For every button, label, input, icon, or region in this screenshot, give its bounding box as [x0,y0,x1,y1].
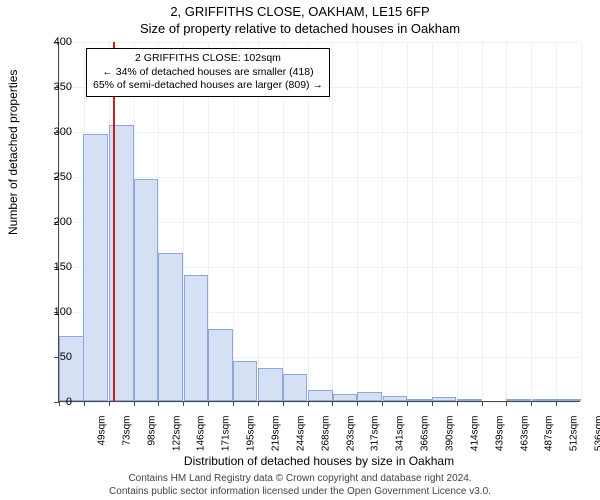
xtick-label: 536sqm [594,416,600,464]
xtick-mark [531,401,532,406]
histogram-bar [283,374,308,401]
histogram-bar [532,399,557,401]
histogram-bar [556,399,581,401]
histogram-bar [184,275,209,401]
xtick-label: 414sqm [469,416,480,464]
xtick-mark [258,401,259,406]
callout-box: 2 GRIFFITHS CLOSE: 102sqm ← 34% of detac… [86,48,330,97]
ytick-label: 250 [42,171,72,183]
ytick-label: 350 [42,81,72,93]
gridline-v [581,42,582,401]
histogram-bar [383,396,408,401]
footer-line2: Contains public sector information licen… [0,486,600,499]
callout-line1: 2 GRIFFITHS CLOSE: 102sqm [93,52,323,66]
histogram-bar [407,399,432,401]
xtick-label: 268sqm [320,416,331,464]
ytick-label: 400 [42,36,72,48]
gridline-h [59,402,580,403]
xtick-label: 73sqm [121,416,132,464]
xtick-mark [357,401,358,406]
histogram-bar [333,394,358,401]
histogram-bar [308,390,333,401]
histogram-bar [158,253,183,402]
histogram-bar [258,368,283,401]
y-axis-label: Number of detached properties [6,70,20,235]
footer-line1: Contains HM Land Registry data © Crown c… [0,473,600,486]
histogram-bar [59,336,84,401]
ytick-label: 100 [42,306,72,318]
ytick-label: 300 [42,126,72,138]
histogram-bar [432,397,457,401]
histogram-bar [357,392,382,401]
xtick-mark [208,401,209,406]
histogram-bar [457,399,482,401]
xtick-mark [506,401,507,406]
xtick-label: 390sqm [445,416,456,464]
xtick-label: 463sqm [519,416,530,464]
xtick-label: 195sqm [246,416,257,464]
title-address: 2, GRIFFITHS CLOSE, OAKHAM, LE15 6FP [0,0,600,21]
histogram-bar [83,134,108,401]
xtick-mark [407,401,408,406]
xtick-mark [283,401,284,406]
xtick-mark [109,401,110,406]
plot-wrap: 2 GRIFFITHS CLOSE: 102sqm ← 34% of detac… [58,42,580,402]
xtick-mark [457,401,458,406]
xtick-label: 439sqm [494,416,505,464]
title-subtitle: Size of property relative to detached ho… [0,21,600,38]
xtick-mark [84,401,85,406]
xtick-mark [158,401,159,406]
xtick-mark [134,401,135,406]
xtick-label: 512sqm [569,416,580,464]
ytick-label: 50 [42,351,72,363]
histogram-bar [506,399,531,401]
histogram-bar [233,361,258,402]
gridline-h [59,42,580,43]
xtick-label: 366sqm [420,416,431,464]
callout-line3: 65% of semi-detached houses are larger (… [93,79,323,93]
xtick-label: 49sqm [97,416,108,464]
xtick-label: 487sqm [544,416,555,464]
xtick-mark [332,401,333,406]
xtick-label: 122sqm [171,416,182,464]
ytick-label: 200 [42,216,72,228]
histogram-bar [134,179,159,401]
xtick-label: 244sqm [295,416,306,464]
xtick-mark [382,401,383,406]
xtick-label: 293sqm [345,416,356,464]
xtick-label: 98sqm [146,416,157,464]
xtick-label: 219sqm [271,416,282,464]
xtick-label: 171sqm [221,416,232,464]
footer: Contains HM Land Registry data © Crown c… [0,473,600,498]
xtick-mark [556,401,557,406]
xtick-label: 146sqm [196,416,207,464]
xtick-label: 317sqm [370,416,381,464]
chart-container: 2, GRIFFITHS CLOSE, OAKHAM, LE15 6FP Siz… [0,0,600,500]
histogram-bar [208,329,233,401]
xtick-mark [183,401,184,406]
xtick-mark [482,401,483,406]
ytick-label: 150 [42,261,72,273]
xtick-label: 341sqm [395,416,406,464]
gridline-h [59,132,580,133]
ytick-label: 0 [42,396,72,408]
xtick-mark [432,401,433,406]
xtick-mark [233,401,234,406]
xtick-mark [308,401,309,406]
callout-line2: ← 34% of detached houses are smaller (41… [93,66,323,80]
